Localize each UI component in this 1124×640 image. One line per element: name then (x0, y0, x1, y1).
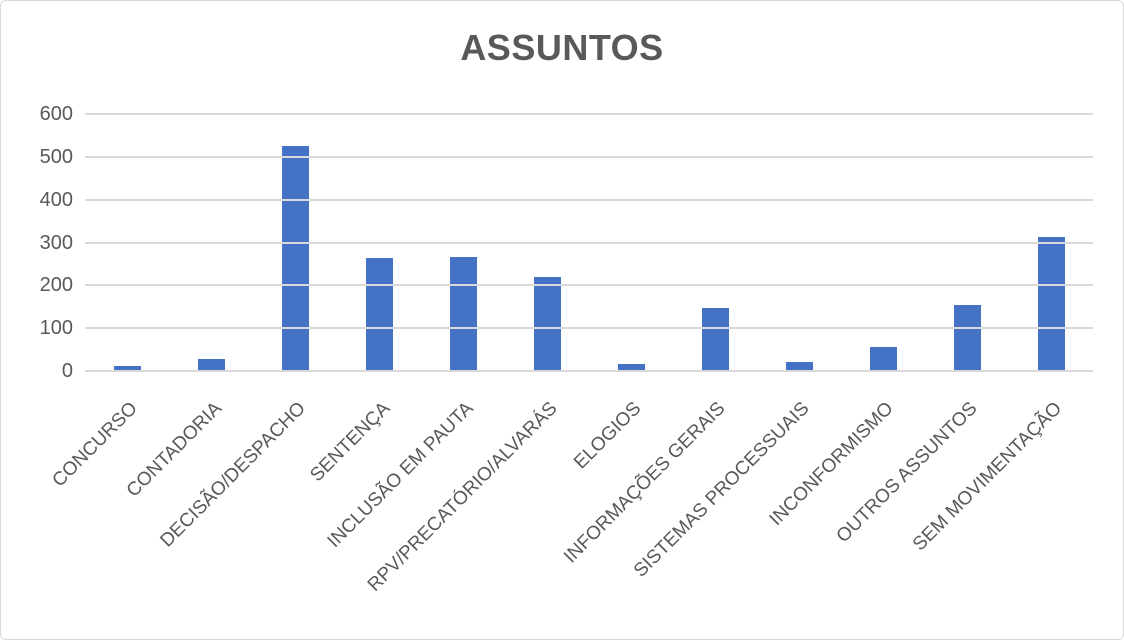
bar-slot (421, 114, 505, 371)
bar (617, 364, 645, 371)
chart-title: ASSUNTOS (460, 27, 664, 68)
y-axis-tick-label: 400 (39, 188, 73, 211)
bar-slot (337, 114, 421, 371)
bar (785, 362, 813, 371)
x-axis-category-label: OUTROS ASSUNTOS (832, 398, 982, 547)
x-axis-category-label: SISTEMAS PROCESSUAIS (630, 398, 814, 582)
y-axis-tick-label: 0 (61, 360, 73, 382)
bar-slot (85, 114, 169, 371)
gridline (85, 198, 1093, 201)
gridline (85, 327, 1093, 330)
bar (281, 146, 309, 371)
bar-slot (589, 114, 673, 371)
bars (85, 114, 1093, 371)
bar (533, 276, 561, 371)
bar (1037, 236, 1065, 371)
y-axis: 0 100 200 300 400 500 600 (1, 104, 73, 381)
bar-slot (925, 114, 1009, 371)
bar-slot (169, 114, 253, 371)
bar (197, 359, 225, 371)
plot-area (85, 113, 1093, 372)
bar (449, 256, 477, 371)
gridline (85, 370, 1093, 372)
bar (365, 257, 393, 371)
x-axis-labels: CONCURSO CONTADORIA DECISÃO/DESPACHO SENTEN… (49, 398, 1093, 628)
y-axis-tick-label: 300 (39, 231, 73, 254)
gridline (85, 155, 1093, 158)
x-axis-category-label: INFORMAÇÕES GERAIS (560, 398, 730, 568)
gridline (85, 113, 1093, 115)
gridline (85, 241, 1093, 244)
bar-slot (253, 114, 337, 371)
x-axis-category-label: SENTENÇA (305, 398, 394, 487)
bar (953, 304, 981, 371)
bar-slot (673, 114, 757, 371)
bar-slot (1009, 114, 1093, 371)
y-axis-tick-label: 600 (39, 103, 73, 125)
x-axis-category-label: DECISÃO/DESPACHO (156, 398, 310, 552)
bar-slot (841, 114, 925, 371)
y-axis-tick-label: 100 (39, 317, 73, 340)
bar-slot (757, 114, 841, 371)
y-axis-tick-label: 500 (39, 145, 73, 168)
bar-slot (505, 114, 589, 371)
bar (113, 365, 141, 371)
x-axis-category-label: ELOGIOS (570, 398, 646, 474)
x-axis-category-label: INCLUSÃO EM PAUTA (323, 398, 478, 552)
bar (869, 346, 897, 371)
x-axis-category-label: SEM MOVIMENTAÇÃO (908, 398, 1066, 556)
x-axis-category-label: CONCURSO (48, 398, 142, 492)
gridline (85, 284, 1093, 287)
y-axis-tick-label: 200 (39, 274, 73, 297)
bar (701, 307, 729, 371)
